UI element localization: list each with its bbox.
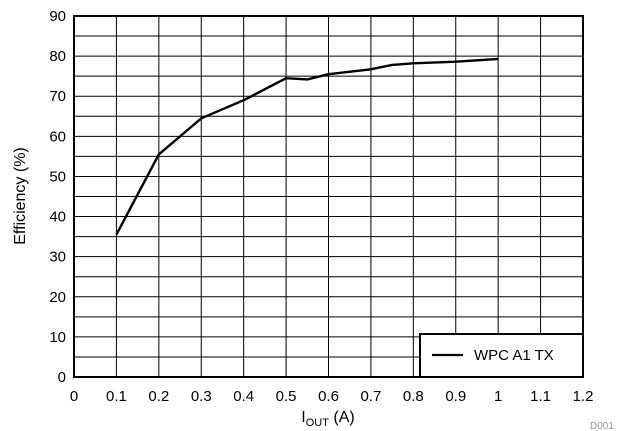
x-tick-label: 1 [494, 388, 502, 405]
x-tick-label: 0.3 [191, 388, 212, 405]
grid-lines [74, 16, 583, 377]
y-tick-label: 80 [49, 48, 66, 65]
x-tick-label: 1.2 [573, 388, 594, 405]
y-tick-label: 20 [49, 289, 66, 306]
x-axis-title-unit: (A) [329, 409, 355, 426]
legend-label: WPC A1 TX [474, 347, 554, 364]
x-tick-label: 1.1 [530, 388, 551, 405]
figure-id: D001 [590, 421, 614, 431]
x-tick-label: 0.2 [148, 388, 169, 405]
x-tick-label: 0.9 [445, 388, 466, 405]
y-tick-label: 90 [49, 8, 66, 25]
x-axis-title: IOUT (A) [301, 409, 354, 429]
series-line [115, 57, 499, 236]
x-tick-label: 0.4 [233, 388, 254, 405]
series-layer [115, 57, 499, 236]
x-tick-label: 0.7 [360, 388, 381, 405]
x-tick-label: 0.6 [318, 388, 339, 405]
y-axis-title: Efficiency (%) [12, 147, 29, 245]
x-axis-ticks: 0 0.1 0.2 0.3 0.4 0.5 0.6 0.7 0.8 0.9 1 1.1 1.2 [70, 388, 594, 405]
y-tick-label: 10 [49, 329, 66, 346]
x-tick-label: 0.1 [106, 388, 127, 405]
x-tick-label: 0.5 [276, 388, 297, 405]
y-tick-label: 40 [49, 209, 66, 226]
legend: WPC A1 TX [419, 333, 584, 378]
y-tick-label: 30 [49, 249, 66, 266]
y-tick-label: 60 [49, 128, 66, 145]
y-tick-label: 50 [49, 168, 66, 185]
plot-frame [73, 15, 584, 378]
x-axis-title-main: I [301, 409, 305, 426]
y-tick-label: 0 [58, 369, 66, 386]
x-axis-title-subscript: OUT [306, 417, 330, 429]
y-tick-label: 70 [49, 88, 66, 105]
x-tick-label: 0 [70, 388, 78, 405]
y-axis-ticks: 0 10 20 30 40 50 60 70 80 90 [49, 8, 66, 386]
x-tick-label: 0.8 [403, 388, 424, 405]
